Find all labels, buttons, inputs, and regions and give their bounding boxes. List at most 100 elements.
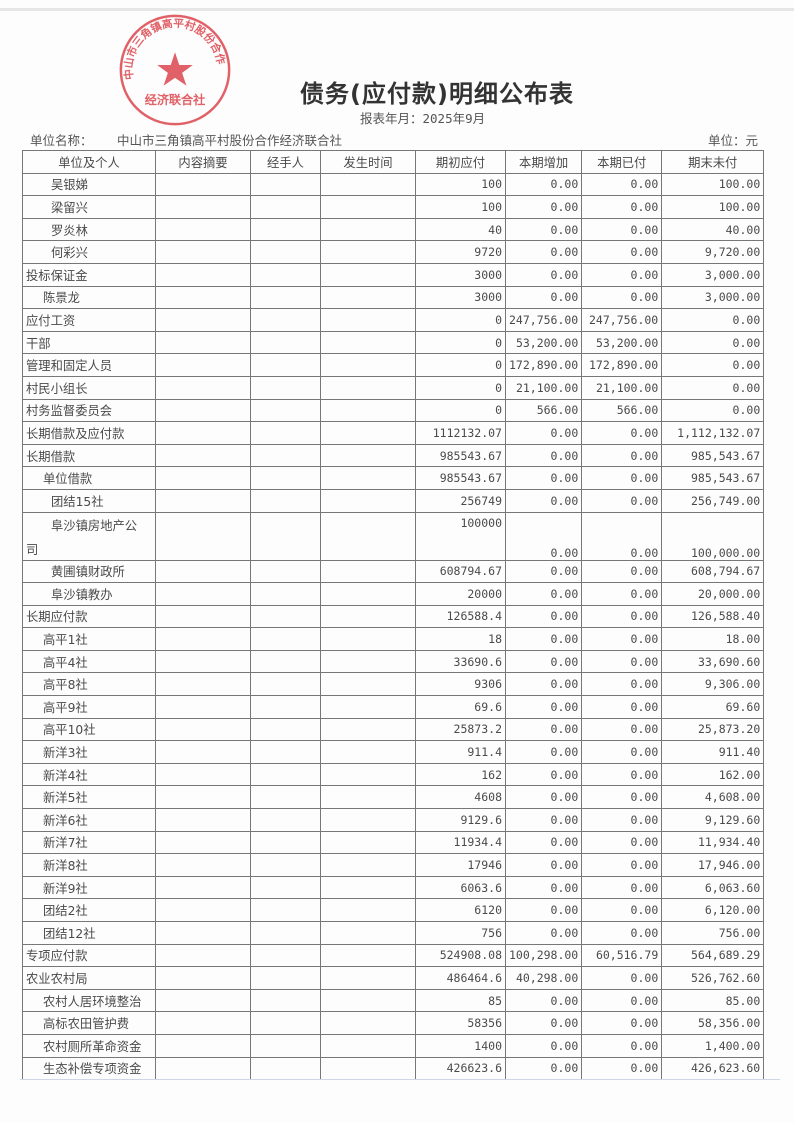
column-header: 经手人	[250, 150, 321, 174]
cell-date	[320, 921, 416, 945]
cell-opening: 608794.67	[415, 559, 506, 584]
cell-paid: 0.00	[581, 1011, 663, 1035]
cell-opening: 20000	[415, 582, 506, 606]
cell-closing: 0.00	[661, 330, 765, 355]
cell-paid: 0.00	[581, 285, 663, 310]
cell-opening: 25873.2	[415, 717, 506, 742]
cell-date	[320, 285, 416, 310]
cell-summary	[155, 466, 251, 490]
cell-date	[320, 398, 416, 423]
cell-paid: 0.00	[581, 195, 663, 219]
cell-paid: 0.00	[581, 582, 663, 606]
cell-name: 新洋7社	[22, 830, 156, 855]
cell-handler	[250, 830, 321, 855]
cell-closing: 85.00	[661, 988, 765, 1013]
cell-handler	[250, 398, 321, 423]
table-row: 黄圃镇财政所 608794.67 0.00 0.00 608,794.67	[22, 559, 765, 584]
cell-paid: 0.00	[581, 740, 663, 764]
table-row: 新洋4社 162 0.00 0.00 162.00	[22, 762, 765, 787]
cell-closing: 426,623.60	[661, 1056, 765, 1081]
column-header: 发生时间	[320, 150, 416, 174]
cell-handler	[250, 330, 321, 355]
cell-name: 高平1社	[22, 627, 156, 651]
cell-handler	[250, 217, 321, 242]
cell-closing: 100.00	[661, 172, 765, 197]
table-row: 生态补偿专项资金 426623.6 0.00 0.00 426,623.60	[22, 1056, 765, 1081]
report-period: 报表年月：2025年9月	[360, 111, 486, 126]
cell-date	[320, 830, 416, 855]
column-header: 本期已付	[581, 150, 663, 174]
cell-handler	[250, 875, 321, 900]
cell-increase: 0.00	[504, 217, 583, 242]
cell-handler	[250, 240, 321, 264]
cell-handler	[250, 285, 321, 310]
cell-increase: 0.00	[504, 672, 583, 697]
cell-closing: 20,000.00	[661, 582, 765, 606]
cell-handler	[250, 172, 321, 197]
cell-increase: 0.00	[504, 695, 583, 719]
cell-opening: 1400	[415, 1033, 506, 1058]
cell-summary	[155, 1011, 251, 1035]
cell-paid: 0.00	[581, 785, 663, 810]
name-line-cont: 司	[26, 542, 39, 557]
cell-summary	[155, 808, 251, 832]
cell-summary	[155, 511, 251, 561]
cell-increase: 0.00	[504, 582, 583, 606]
cell-date	[320, 627, 416, 651]
cell-increase: 0.00	[504, 785, 583, 810]
cell-handler	[250, 559, 321, 584]
cell-date	[320, 353, 416, 377]
cell-paid: 0.00	[581, 875, 663, 900]
currency-unit: 单位：元	[708, 133, 759, 148]
cell-opening: 6063.6	[415, 875, 506, 900]
cell-name: 高平4社	[22, 649, 156, 674]
cell-paid: 0.00	[581, 649, 663, 674]
table-row: 阜沙镇房地产公司 100000 0.00 0.00 100,000.00	[22, 511, 765, 561]
table-row: 何彩兴 9720 0.00 0.00 9,720.00	[22, 240, 765, 264]
table-row: 阜沙镇教办 20000 0.00 0.00 20,000.00	[22, 582, 765, 606]
cell-name: 新洋5社	[22, 785, 156, 810]
cell-date	[320, 511, 416, 561]
cell-summary	[155, 353, 251, 377]
cell-summary	[155, 943, 251, 968]
cell-increase: 0.00	[504, 1033, 583, 1058]
cell-increase: 0.00	[504, 195, 583, 219]
cell-name: 管理和固定人员	[22, 353, 156, 377]
cell-summary	[155, 488, 251, 513]
cell-date	[320, 240, 416, 264]
cell-handler	[250, 695, 321, 719]
cell-opening: 911.4	[415, 740, 506, 764]
table-row: 农村厕所革命资金 1400 0.00 0.00 1,400.00	[22, 1033, 765, 1058]
cell-closing: 126,588.40	[661, 604, 765, 629]
cell-opening: 126588.4	[415, 604, 506, 629]
cell-date	[320, 262, 416, 287]
cell-date	[320, 853, 416, 877]
cell-name: 团结2社	[22, 898, 156, 922]
cell-opening: 0	[415, 375, 506, 400]
cell-date	[320, 695, 416, 719]
cell-summary	[155, 762, 251, 787]
cell-opening: 11934.4	[415, 830, 506, 855]
cell-increase: 40,298.00	[504, 966, 583, 990]
cell-handler	[250, 853, 321, 877]
cell-increase: 0.00	[504, 853, 583, 877]
cell-closing: 9,720.00	[661, 240, 765, 264]
cell-opening: 426623.6	[415, 1056, 506, 1081]
cell-closing: 911.40	[661, 740, 765, 764]
cell-opening: 256749	[415, 488, 506, 513]
cell-date	[320, 466, 416, 490]
table-row: 专项应付款 524908.08 100,298.00 60,516.79 564,689…	[22, 943, 765, 968]
cell-opening: 17946	[415, 853, 506, 877]
cell-summary	[155, 330, 251, 355]
cell-date	[320, 808, 416, 832]
cell-closing: 33,690.60	[661, 649, 765, 674]
cell-closing: 985,543.67	[661, 466, 765, 490]
table-row: 吴银娣 100 0.00 0.00 100.00	[22, 172, 765, 197]
cell-increase: 0.00	[504, 740, 583, 764]
cell-summary	[155, 988, 251, 1013]
cell-handler	[250, 717, 321, 742]
table-row: 管理和固定人员 0 172,890.00 172,890.00 0.00	[22, 353, 765, 377]
table-row: 新洋5社 4608 0.00 0.00 4,608.00	[22, 785, 765, 810]
cell-handler	[250, 966, 321, 990]
